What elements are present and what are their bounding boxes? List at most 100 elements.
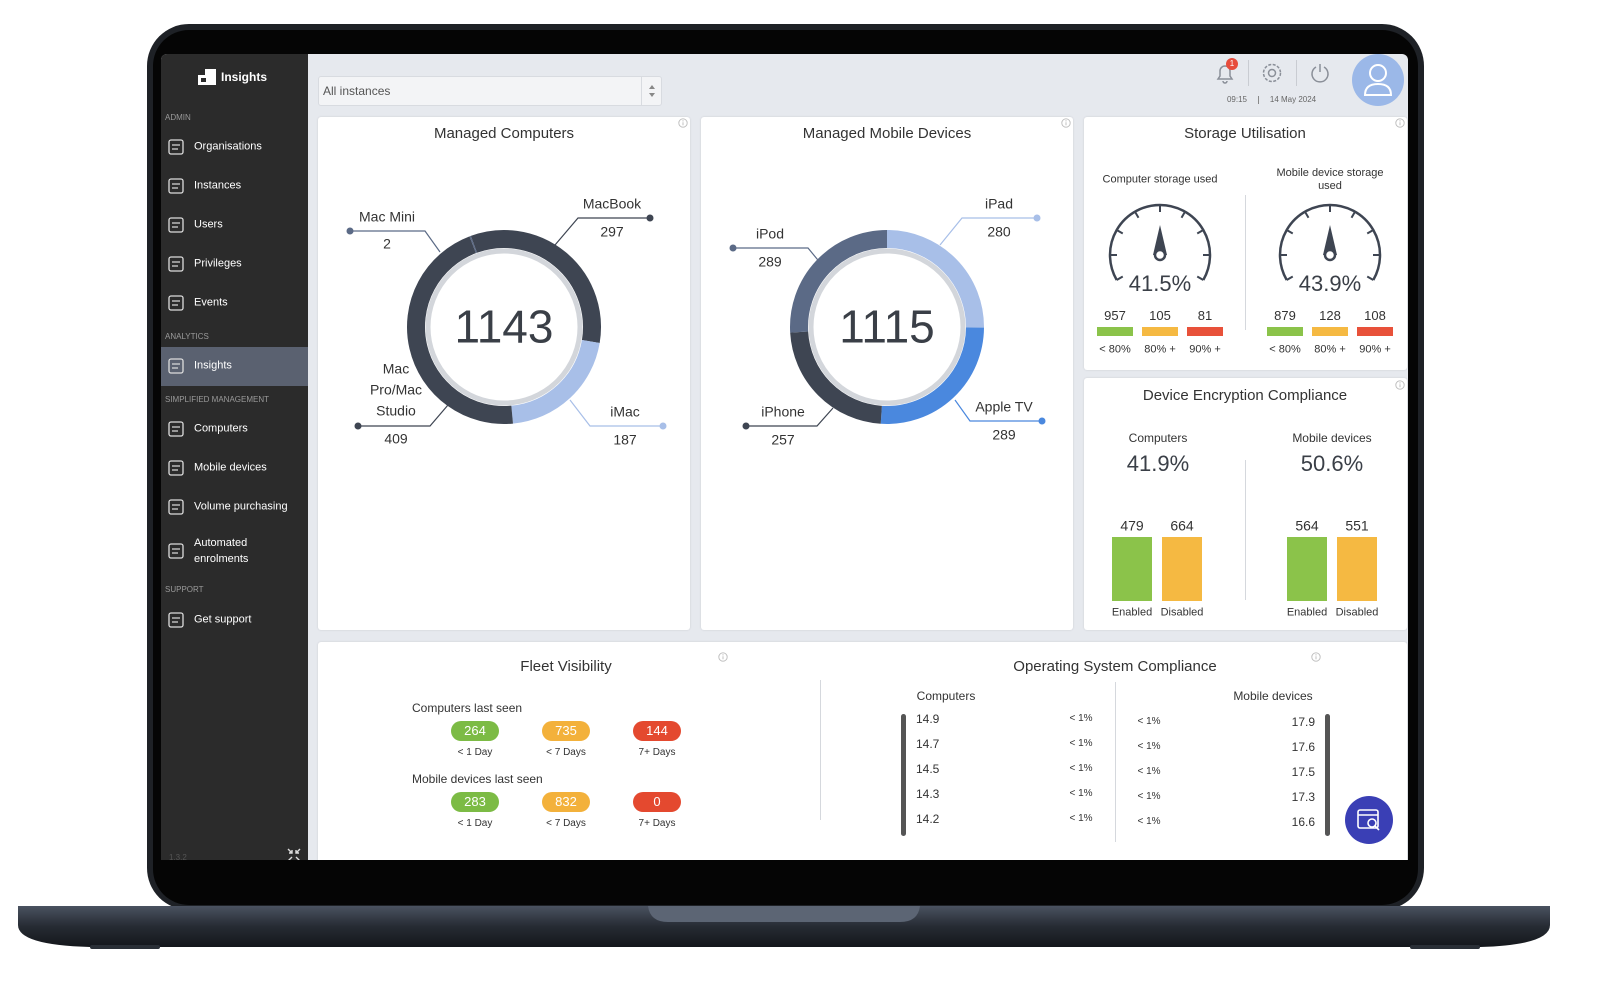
period-label: < 7 Days: [546, 818, 586, 829]
segment-label: iPod: [755, 225, 785, 242]
storage-count: 105: [1149, 308, 1171, 324]
nav-item-label[interactable]: Get support: [194, 613, 252, 626]
nav-item-label[interactable]: Users: [194, 218, 223, 231]
os-version: 14.7: [916, 736, 940, 751]
count-pill: [542, 721, 590, 741]
segment-value: 187: [613, 431, 637, 448]
info-dot: [1065, 120, 1067, 122]
topbar-separator: [1248, 60, 1249, 86]
storage-count: 128: [1319, 308, 1341, 324]
logo-shape: [198, 69, 216, 85]
storage-level-label: < 80%: [1099, 343, 1131, 356]
user-avatar[interactable]: [1352, 54, 1404, 106]
nav-icon-shape: [168, 612, 184, 628]
brand-name: Insights: [221, 69, 268, 84]
info-circle: [718, 652, 728, 662]
storage-count: 957: [1104, 308, 1126, 324]
notifications-button[interactable]: [1213, 61, 1237, 85]
storage-level-swatch: [1142, 327, 1178, 336]
scroll-thumb[interactable]: [901, 714, 906, 836]
encryption-bar: [1162, 537, 1202, 601]
nav-icon-shape: [168, 421, 184, 437]
nav-icon-shape: [168, 178, 184, 194]
info-dot: [1399, 382, 1401, 384]
os-version: 17.6: [1291, 739, 1315, 754]
column-divider: [1115, 682, 1116, 842]
leader-dot: [354, 422, 362, 430]
os-version: 14.2: [916, 811, 940, 826]
gauge-tick: [1350, 211, 1356, 219]
brand-logo: [198, 69, 216, 85]
bell-icon: [1216, 65, 1234, 84]
nav-active-bg: [161, 347, 308, 386]
info-dot: [722, 654, 724, 656]
nav-icon-shape: [168, 256, 184, 272]
info-icon: [678, 118, 688, 128]
segment-label: iPhone: [761, 403, 805, 420]
nav-section-heading: ADMIN: [165, 113, 191, 123]
nav-item-label[interactable]: Volume purchasing: [194, 500, 288, 513]
panel-title: Device Encryption Compliance: [1142, 387, 1348, 404]
period-label: < 1 Day: [457, 747, 493, 758]
encryption-category: Disabled: [1335, 606, 1379, 619]
leader-line: [733, 247, 823, 266]
segment-value: 2: [383, 235, 391, 252]
panel: Managed Computers MacBook 297 iMac 187 Mac Pr…: [318, 117, 690, 630]
logout-button[interactable]: [1309, 62, 1331, 84]
segment-value: 257: [771, 431, 795, 448]
encryption-count: 479: [1120, 517, 1144, 534]
os-share: < 1%: [1069, 713, 1093, 724]
instance-select[interactable]: All instances: [318, 76, 662, 106]
support-icon-lens: [1367, 818, 1377, 828]
os-version: 17.9: [1291, 714, 1315, 729]
group-label: Mobile devices: [1233, 688, 1313, 703]
gauge-icon: [1108, 203, 1212, 281]
segment-value: 297: [600, 223, 624, 240]
leader-dot: [1038, 417, 1046, 425]
nav-item-label[interactable]: Organisations: [194, 140, 262, 153]
info-circle: [1395, 118, 1405, 128]
segment-label: MacBook: [582, 195, 642, 212]
nav-item-label[interactable]: Events: [194, 296, 228, 309]
segment-value: 289: [992, 426, 1016, 443]
group-label: Computers: [916, 688, 976, 703]
collapse-icon: [287, 848, 301, 860]
storage-level-swatch: [1357, 327, 1393, 336]
nav-item-label[interactable]: Automated enrolments: [194, 537, 249, 565]
nav-icon: [168, 178, 184, 194]
info-circle: [1061, 118, 1071, 128]
group-label: Mobile device storage used: [1276, 167, 1384, 192]
os-version: 14.3: [916, 786, 940, 801]
nav-item-label[interactable]: Instances: [194, 179, 242, 192]
select-arrows: [649, 85, 655, 97]
nav-item-label[interactable]: Mobile devices: [194, 461, 267, 474]
nav-item-label[interactable]: Privileges: [194, 257, 242, 270]
nav-item-label[interactable]: Insights: [194, 359, 232, 372]
settings-button[interactable]: [1261, 62, 1283, 84]
count-pill: [633, 721, 681, 741]
select-arrow: [649, 85, 655, 97]
nav-item-label[interactable]: Computers: [194, 422, 248, 435]
logo-cut: [201, 78, 206, 82]
leader-line: [554, 217, 650, 246]
encryption-bar: [1337, 537, 1377, 601]
support-button[interactable]: [1345, 796, 1393, 844]
os-share: < 1%: [1069, 738, 1093, 749]
os-version: 17.3: [1291, 789, 1315, 804]
nav-icon: [168, 460, 184, 476]
os-share: < 1%: [1137, 716, 1161, 727]
gauge-tick: [1116, 275, 1124, 281]
leader-dot: [742, 422, 750, 430]
segment-value: 409: [384, 430, 408, 447]
notification-badge: [1226, 58, 1238, 70]
nav-icon-shape: [168, 543, 184, 559]
panel: Managed Mobile Devices iPad 280 Apple TV 289…: [701, 117, 1073, 630]
gauge-tick: [1286, 229, 1294, 235]
info-circle: [678, 118, 688, 128]
avatar-head: [1369, 64, 1387, 82]
segment-label: iPad: [984, 195, 1014, 212]
scroll-thumb[interactable]: [1325, 714, 1330, 836]
storage-level-swatch: [1097, 327, 1133, 336]
info-icon: [1395, 118, 1405, 128]
